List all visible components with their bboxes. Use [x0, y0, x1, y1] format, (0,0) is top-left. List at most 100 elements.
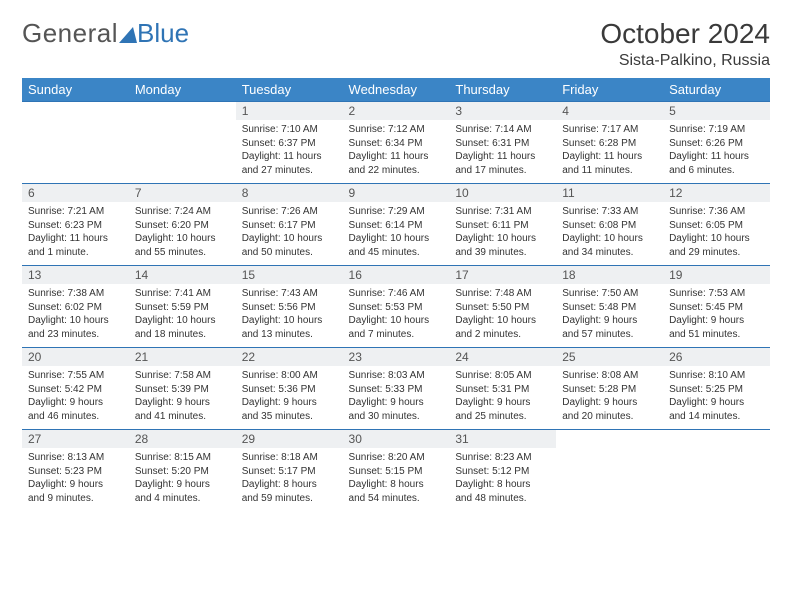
day-number: 28 — [129, 430, 236, 448]
day-number: 23 — [343, 348, 450, 366]
sunset-line: Sunset: 5:50 PM — [455, 301, 550, 315]
sunrise-line: Sunrise: 8:00 AM — [242, 369, 337, 383]
day-number: 17 — [449, 266, 556, 284]
location-subtitle: Sista-Palkino, Russia — [600, 52, 770, 70]
daylight-line-1: Daylight: 8 hours — [455, 478, 550, 492]
daylight-line-1: Daylight: 9 hours — [28, 478, 123, 492]
day-number: 5 — [663, 102, 770, 120]
daylight-line-1: Daylight: 9 hours — [135, 478, 230, 492]
calendar-cell — [22, 102, 129, 184]
calendar-cell: 3Sunrise: 7:14 AMSunset: 6:31 PMDaylight… — [449, 102, 556, 184]
daylight-line-2: and 11 minutes. — [562, 164, 657, 178]
day-details: Sunrise: 7:21 AMSunset: 6:23 PMDaylight:… — [22, 202, 129, 265]
daylight-line-1: Daylight: 11 hours — [669, 150, 764, 164]
daylight-line-1: Daylight: 9 hours — [455, 396, 550, 410]
daylight-line-2: and 6 minutes. — [669, 164, 764, 178]
daylight-line-1: Daylight: 11 hours — [349, 150, 444, 164]
sunset-line: Sunset: 6:23 PM — [28, 219, 123, 233]
day-header: Friday — [556, 78, 663, 102]
calendar-cell: 21Sunrise: 7:58 AMSunset: 5:39 PMDayligh… — [129, 348, 236, 430]
calendar-cell: 13Sunrise: 7:38 AMSunset: 6:02 PMDayligh… — [22, 266, 129, 348]
day-details: Sunrise: 7:55 AMSunset: 5:42 PMDaylight:… — [22, 366, 129, 429]
day-details — [663, 448, 770, 457]
daylight-line-1: Daylight: 10 hours — [455, 314, 550, 328]
calendar-week-row: 27Sunrise: 8:13 AMSunset: 5:23 PMDayligh… — [22, 430, 770, 512]
sunset-line: Sunset: 6:20 PM — [135, 219, 230, 233]
daylight-line-2: and 2 minutes. — [455, 328, 550, 342]
daylight-line-1: Daylight: 9 hours — [28, 396, 123, 410]
day-number: 8 — [236, 184, 343, 202]
day-details: Sunrise: 8:23 AMSunset: 5:12 PMDaylight:… — [449, 448, 556, 511]
calendar-cell: 22Sunrise: 8:00 AMSunset: 5:36 PMDayligh… — [236, 348, 343, 430]
sunset-line: Sunset: 5:17 PM — [242, 465, 337, 479]
sunrise-line: Sunrise: 8:10 AM — [669, 369, 764, 383]
day-number: 4 — [556, 102, 663, 120]
calendar-cell: 2Sunrise: 7:12 AMSunset: 6:34 PMDaylight… — [343, 102, 450, 184]
calendar-cell: 17 Sunrise: 7:48 AMSunset: 5:50 PMDayligh… — [449, 266, 556, 348]
daylight-line-1: Daylight: 10 hours — [455, 232, 550, 246]
sunrise-line: Sunrise: 7:55 AM — [28, 369, 123, 383]
daylight-line-2: and 34 minutes. — [562, 246, 657, 260]
sunrise-line: Sunrise: 7:19 AM — [669, 123, 764, 137]
day-number: 21 — [129, 348, 236, 366]
day-number: 15 — [236, 266, 343, 284]
sunset-line: Sunset: 5:25 PM — [669, 383, 764, 397]
sunrise-line: Sunrise: 7:46 AM — [349, 287, 444, 301]
calendar-cell: 16Sunrise: 7:46 AMSunset: 5:53 PMDayligh… — [343, 266, 450, 348]
daylight-line-2: and 20 minutes. — [562, 410, 657, 424]
day-details — [22, 120, 129, 129]
day-details: Sunrise: 7:10 AMSunset: 6:37 PMDaylight:… — [236, 120, 343, 183]
header: General Blue October 2024 Sista-Palkino,… — [22, 18, 770, 70]
day-details: Sunrise: 8:00 AMSunset: 5:36 PMDaylight:… — [236, 366, 343, 429]
title-block: October 2024 Sista-Palkino, Russia — [600, 18, 770, 70]
daylight-line-1: Daylight: 9 hours — [669, 314, 764, 328]
calendar-cell: 19Sunrise: 7:53 AMSunset: 5:45 PMDayligh… — [663, 266, 770, 348]
day-details: Sunrise: 7:50 AMSunset: 5:48 PMDaylight:… — [556, 284, 663, 347]
calendar-cell: 31Sunrise: 8:23 AMSunset: 5:12 PMDayligh… — [449, 430, 556, 512]
day-number: 25 — [556, 348, 663, 366]
day-details: Sunrise: 8:08 AMSunset: 5:28 PMDaylight:… — [556, 366, 663, 429]
daylight-line-2: and 1 minute. — [28, 246, 123, 260]
day-number: 29 — [236, 430, 343, 448]
sunset-line: Sunset: 5:36 PM — [242, 383, 337, 397]
daylight-line-1: Daylight: 9 hours — [349, 396, 444, 410]
day-number: 22 — [236, 348, 343, 366]
sunrise-line: Sunrise: 7:14 AM — [455, 123, 550, 137]
sunrise-line: Sunrise: 7:36 AM — [669, 205, 764, 219]
daylight-line-2: and 50 minutes. — [242, 246, 337, 260]
daylight-line-1: Daylight: 10 hours — [562, 232, 657, 246]
daylight-line-2: and 54 minutes. — [349, 492, 444, 506]
day-number: 24 — [449, 348, 556, 366]
daylight-line-2: and 30 minutes. — [349, 410, 444, 424]
calendar-cell: 18Sunrise: 7:50 AMSunset: 5:48 PMDayligh… — [556, 266, 663, 348]
sunset-line: Sunset: 6:02 PM — [28, 301, 123, 315]
calendar-cell: 24Sunrise: 8:05 AMSunset: 5:31 PMDayligh… — [449, 348, 556, 430]
calendar-cell: 10Sunrise: 7:31 AMSunset: 6:11 PMDayligh… — [449, 184, 556, 266]
daylight-line-1: Daylight: 10 hours — [669, 232, 764, 246]
sunset-line: Sunset: 6:17 PM — [242, 219, 337, 233]
day-number — [129, 102, 236, 120]
sunset-line: Sunset: 5:23 PM — [28, 465, 123, 479]
day-details: Sunrise: 7:46 AMSunset: 5:53 PMDaylight:… — [343, 284, 450, 347]
sunset-line: Sunset: 5:48 PM — [562, 301, 657, 315]
day-number: 10 — [449, 184, 556, 202]
day-details: Sunrise: 8:13 AMSunset: 5:23 PMDaylight:… — [22, 448, 129, 511]
calendar-cell: 12Sunrise: 7:36 AMSunset: 6:05 PMDayligh… — [663, 184, 770, 266]
day-details: Sunrise: 7:19 AMSunset: 6:26 PMDaylight:… — [663, 120, 770, 183]
daylight-line-2: and 41 minutes. — [135, 410, 230, 424]
calendar-cell — [129, 102, 236, 184]
day-header: Saturday — [663, 78, 770, 102]
sunrise-line: Sunrise: 7:48 AM — [455, 287, 550, 301]
day-details: Sunrise: 7:26 AMSunset: 6:17 PMDaylight:… — [236, 202, 343, 265]
calendar-header-row: SundayMondayTuesdayWednesdayThursdayFrid… — [22, 78, 770, 102]
daylight-line-2: and 45 minutes. — [349, 246, 444, 260]
calendar-cell: 6Sunrise: 7:21 AMSunset: 6:23 PMDaylight… — [22, 184, 129, 266]
sunrise-line: Sunrise: 7:26 AM — [242, 205, 337, 219]
daylight-line-1: Daylight: 10 hours — [28, 314, 123, 328]
calendar-cell — [556, 430, 663, 512]
calendar-cell: 28Sunrise: 8:15 AMSunset: 5:20 PMDayligh… — [129, 430, 236, 512]
calendar-cell: 23Sunrise: 8:03 AMSunset: 5:33 PMDayligh… — [343, 348, 450, 430]
day-number: 14 — [129, 266, 236, 284]
sunset-line: Sunset: 5:31 PM — [455, 383, 550, 397]
logo-text-2: Blue — [137, 18, 189, 49]
